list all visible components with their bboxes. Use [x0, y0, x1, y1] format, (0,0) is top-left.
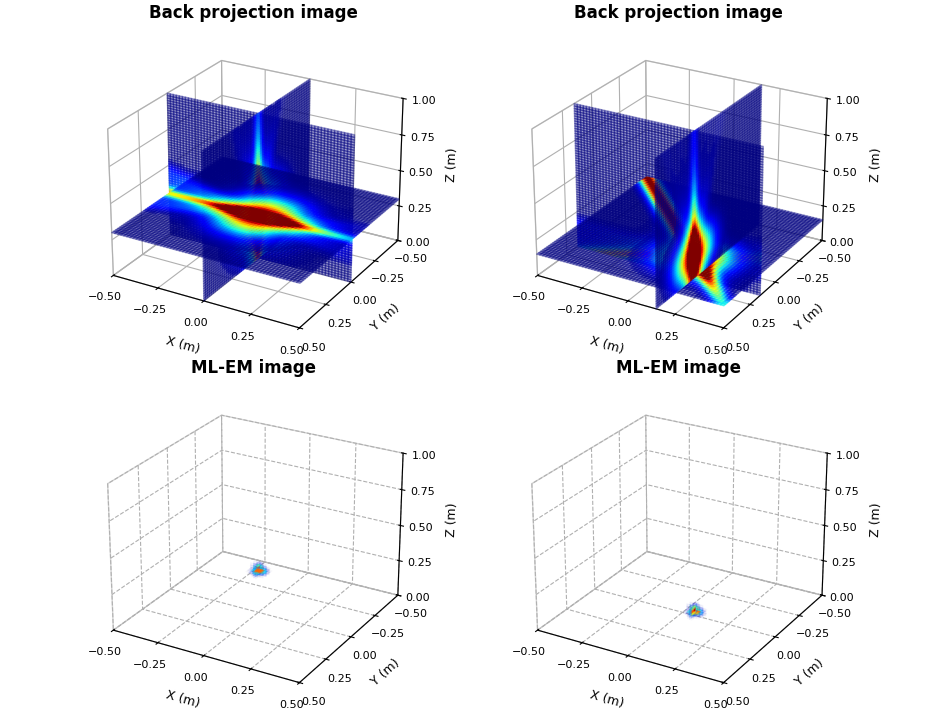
- X-axis label: X (m): X (m): [164, 689, 201, 711]
- Title: ML-EM image: ML-EM image: [616, 359, 741, 377]
- X-axis label: X (m): X (m): [588, 334, 625, 356]
- Y-axis label: Y (m): Y (m): [369, 656, 403, 689]
- Y-axis label: Y (m): Y (m): [793, 656, 827, 689]
- Y-axis label: Y (m): Y (m): [369, 302, 403, 334]
- X-axis label: X (m): X (m): [164, 334, 201, 356]
- Title: Back projection image: Back projection image: [574, 4, 783, 22]
- Title: Back projection image: Back projection image: [149, 4, 358, 22]
- X-axis label: X (m): X (m): [588, 689, 625, 711]
- Y-axis label: Y (m): Y (m): [793, 302, 827, 334]
- Title: ML-EM image: ML-EM image: [191, 359, 316, 377]
